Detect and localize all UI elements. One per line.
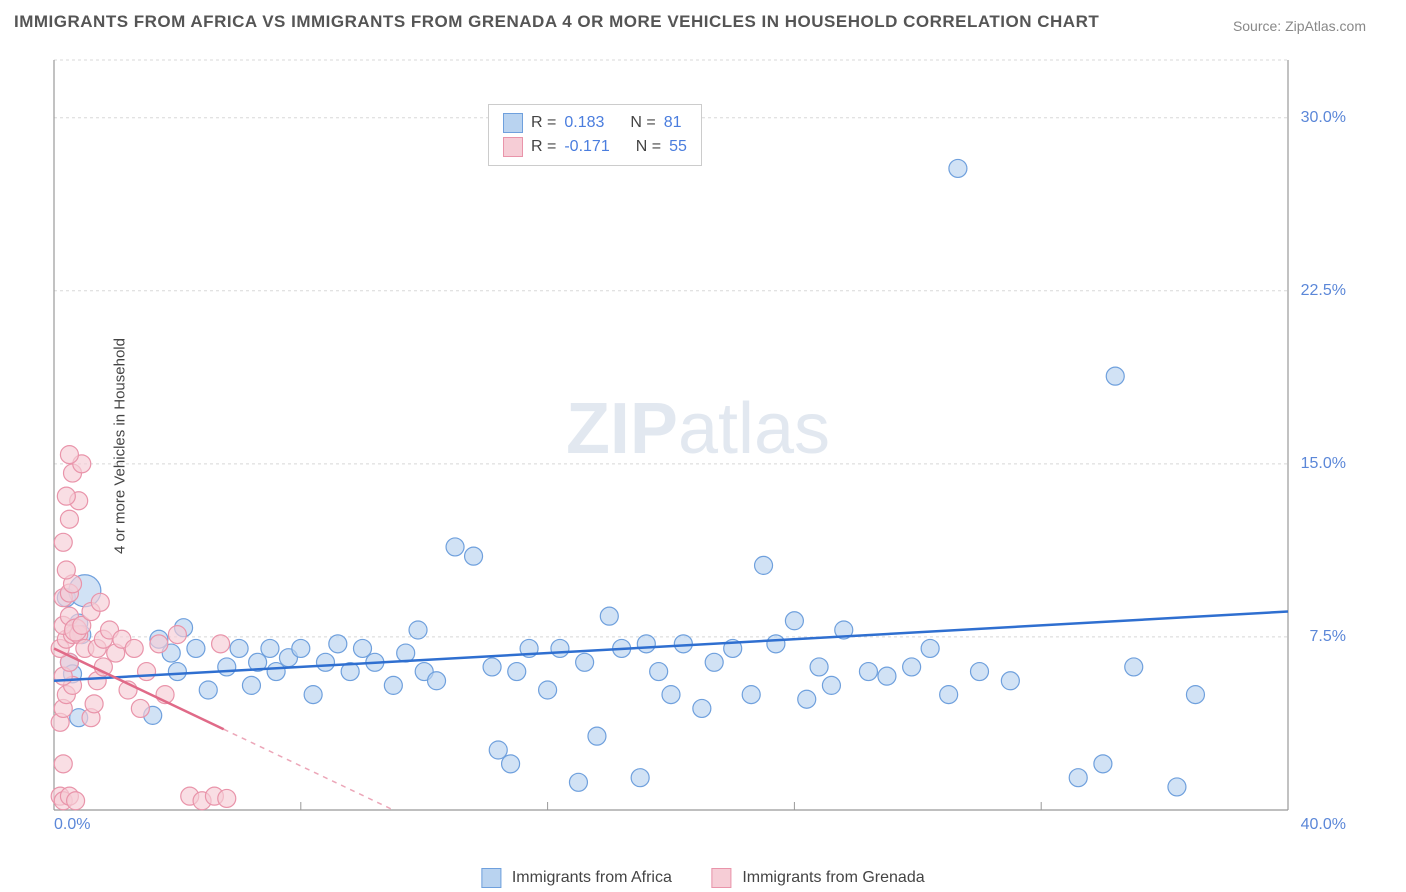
scatter-plot: ZIPatlas R = 0.183 N = 81 R = -0.171 N =… <box>48 50 1348 840</box>
y-tick-label: 7.5% <box>1310 628 1346 646</box>
r-label: R = <box>531 114 556 132</box>
stats-row-series2: R = -0.171 N = 55 <box>503 135 687 159</box>
n-value-series2: 55 <box>669 138 687 156</box>
n-label: N = <box>630 114 655 132</box>
r-value-series1: 0.183 <box>564 114 604 132</box>
y-tick-label: 22.5% <box>1301 282 1346 300</box>
r-value-series2: -0.171 <box>564 138 609 156</box>
legend-label-series2: Immigrants from Grenada <box>742 869 924 886</box>
swatch-series2 <box>503 137 523 157</box>
y-tick-label: 30.0% <box>1301 109 1346 127</box>
n-label: N = <box>636 138 661 156</box>
legend-item-series1: Immigrants from Africa <box>481 868 671 888</box>
x-max-label: 40.0% <box>1301 816 1346 834</box>
stats-row-series1: R = 0.183 N = 81 <box>503 111 687 135</box>
legend-label-series1: Immigrants from Africa <box>512 869 672 886</box>
n-value-series1: 81 <box>664 114 682 132</box>
source-label: Source: ZipAtlas.com <box>1233 18 1366 34</box>
chart-title: IMMIGRANTS FROM AFRICA VS IMMIGRANTS FRO… <box>14 12 1099 32</box>
y-tick-label: 15.0% <box>1301 455 1346 473</box>
stats-box: R = 0.183 N = 81 R = -0.171 N = 55 <box>488 104 702 166</box>
legend-item-series2: Immigrants from Grenada <box>712 868 925 888</box>
swatch-series1 <box>503 113 523 133</box>
swatch-series1 <box>481 868 501 888</box>
chart-svg <box>48 50 1348 840</box>
r-label: R = <box>531 138 556 156</box>
x-origin-label: 0.0% <box>54 816 90 834</box>
bottom-legend: Immigrants from Africa Immigrants from G… <box>481 868 924 888</box>
swatch-series2 <box>712 868 732 888</box>
